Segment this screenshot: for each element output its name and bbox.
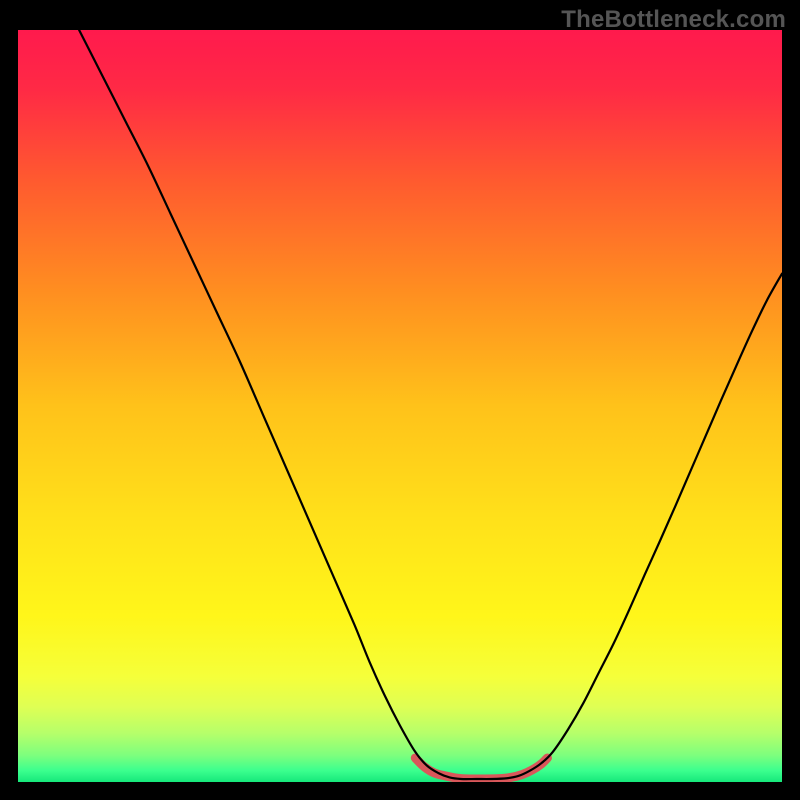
plot-svg [18,30,782,782]
chart-frame: TheBottleneck.com [0,0,800,800]
attribution-label: TheBottleneck.com [561,6,786,34]
gradient-background [18,30,782,782]
plot-area [18,30,782,782]
